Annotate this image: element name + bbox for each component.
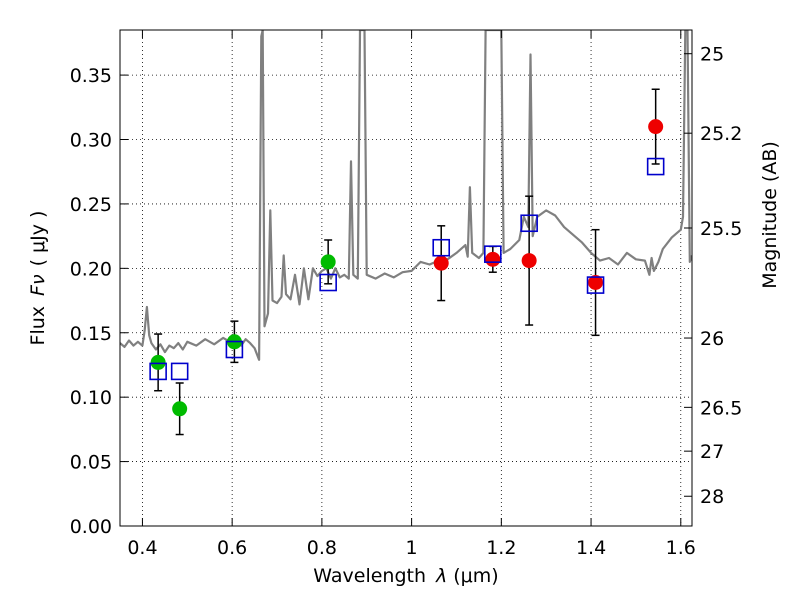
y-tick-label: 0.10 (70, 387, 112, 409)
y2-axis-title: Magnitude (AB) (759, 141, 781, 289)
x-tick-label: 1.4 (576, 537, 606, 559)
model-square-marker (432, 238, 451, 257)
model-square-marker (586, 276, 605, 294)
x-tick-label: 1.6 (666, 537, 696, 559)
model-square-marker (149, 362, 167, 381)
y-tick-label: 0.05 (70, 452, 112, 474)
y2-tick-label: 25.2 (700, 123, 742, 145)
x-tick-label: 1 (406, 537, 418, 559)
model-square-marker (520, 214, 538, 233)
y-tick-label: 0.35 (70, 65, 112, 87)
green-data-point (172, 401, 188, 417)
photometry-points (149, 88, 665, 436)
green-data-point (320, 254, 336, 270)
model-square-marker (646, 157, 665, 176)
y-tick-label: 0.15 (70, 323, 112, 345)
y2-tick-label: 26 (700, 328, 724, 350)
plot-frame (119, 29, 693, 527)
x-tick-label: 0.4 (127, 537, 157, 559)
model-spectrum (120, 30, 692, 361)
red-data-point (433, 255, 449, 271)
y2-tick-label: 26.5 (700, 397, 742, 419)
model-square-marker (484, 245, 502, 263)
model-square-marker (319, 273, 337, 292)
y2-tick-label: 25 (700, 44, 724, 66)
green-data-point (150, 354, 166, 370)
x-tick-label: 0.6 (217, 537, 247, 559)
y-tick-label: 0.20 (70, 258, 112, 280)
y-tick-label: 0.30 (70, 130, 112, 152)
y2-tick-label: 28 (700, 486, 724, 508)
x-tick-label: 0.8 (307, 537, 337, 559)
y2-tick-label: 25.5 (700, 218, 742, 240)
red-data-point (588, 275, 604, 291)
y2-tick-label: 27 (700, 441, 724, 463)
y-tick-label: 0.00 (70, 516, 112, 538)
y-tick-label: 0.25 (70, 194, 112, 216)
x-tick-label: 1.2 (486, 537, 516, 559)
grid (120, 30, 692, 527)
red-data-point (648, 119, 664, 135)
model-square-marker (225, 340, 244, 359)
y-axis-title: FluxFν( μJy ) (27, 211, 49, 346)
red-data-point (521, 253, 537, 269)
model-square-marker (170, 362, 189, 381)
spectrum-line (120, 30, 692, 361)
x-axis-title: Wavelength λ (μm) (313, 565, 498, 587)
axis-ticks: 0.4 0.6 0.8 1 1.2 1.4 1.6 0.00 0.05 0.10 0.15 0.20 0… (70, 30, 742, 559)
red-data-point (485, 251, 501, 267)
